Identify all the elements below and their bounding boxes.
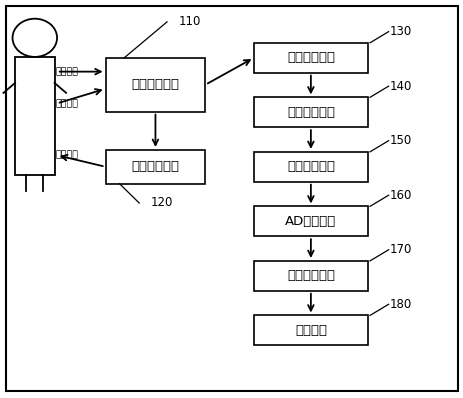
Text: 150: 150 <box>389 134 411 147</box>
Text: 微处理器: 微处理器 <box>294 324 326 337</box>
Text: 工频滤波模块: 工频滤波模块 <box>286 106 334 119</box>
Text: 170: 170 <box>389 243 412 256</box>
Text: 120: 120 <box>150 197 173 209</box>
Text: 110: 110 <box>178 16 200 28</box>
Bar <box>15 57 54 175</box>
Text: 数字隔离模块: 数字隔离模块 <box>286 269 334 282</box>
Bar <box>106 58 205 111</box>
Text: 第一电极: 第一电极 <box>56 67 78 76</box>
Text: 130: 130 <box>389 25 411 38</box>
Text: 180: 180 <box>389 298 411 311</box>
Text: 第二电极: 第二电极 <box>56 99 78 108</box>
Text: 电平抬升模块: 电平抬升模块 <box>286 160 334 173</box>
Text: 第三电极: 第三电极 <box>56 151 78 160</box>
Text: 腿部驱动模块: 腿部驱动模块 <box>131 160 179 173</box>
Text: 带通滤波模块: 带通滤波模块 <box>286 51 334 64</box>
Bar <box>254 43 367 72</box>
Bar <box>254 206 367 236</box>
Text: 前端放大模块: 前端放大模块 <box>131 78 179 91</box>
Bar <box>254 152 367 181</box>
Text: AD采集模块: AD采集模块 <box>285 215 336 228</box>
Bar <box>106 150 205 184</box>
Bar <box>254 315 367 345</box>
Bar <box>254 261 367 291</box>
Text: 160: 160 <box>389 189 412 202</box>
Text: 140: 140 <box>389 80 412 93</box>
Bar <box>254 98 367 127</box>
